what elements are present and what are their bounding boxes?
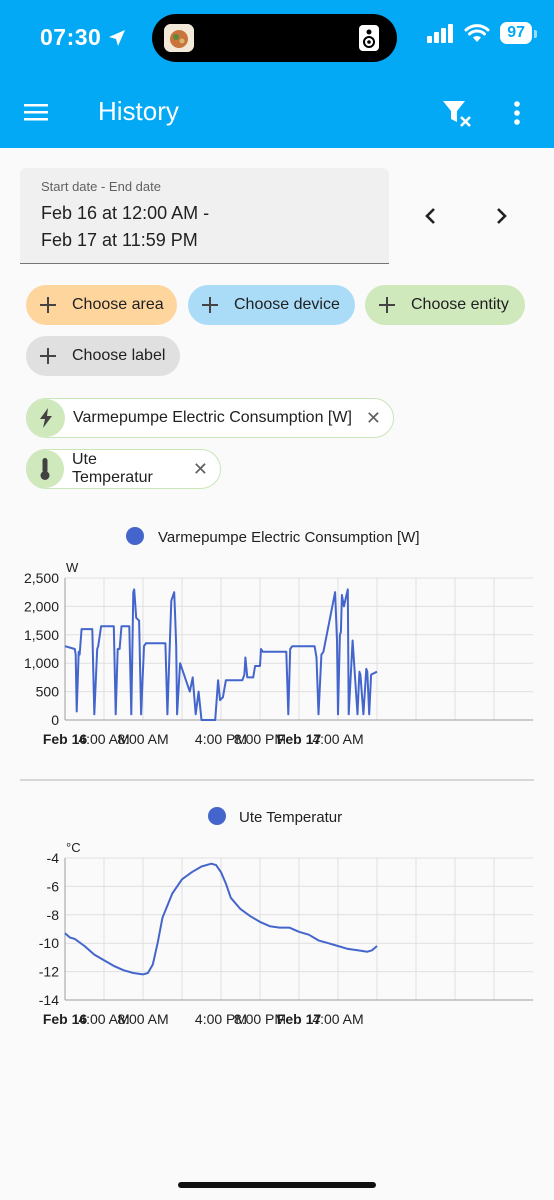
y-axis-unit: W (66, 560, 79, 575)
x-tick-label: Feb 17 (277, 731, 322, 747)
y-tick-label: 1,500 (24, 627, 59, 643)
series-line[interactable] (64, 588, 378, 721)
choose-device-label: Choose device (234, 296, 340, 313)
wifi-icon (464, 24, 490, 42)
choose-entity-label: Choose entity (411, 296, 509, 313)
x-tick-label: 4:00 AM (78, 1011, 129, 1027)
y-tick-label: -6 (47, 878, 60, 894)
date-range-label: Start date - End date (41, 179, 161, 194)
x-tick-label: Feb 16 (43, 731, 88, 747)
choose-label-label: Choose label (72, 347, 166, 364)
y-axis-unit: °C (66, 840, 81, 855)
previous-range-button[interactable] (410, 196, 450, 236)
chevron-left-icon (425, 208, 435, 224)
x-tick-label: 8:00 AM (117, 1011, 168, 1027)
thermometer-icon (27, 450, 64, 488)
battery-indicator: 97 (500, 22, 537, 44)
now-playing-app-icon (164, 24, 194, 52)
y-tick-label: -8 (47, 907, 60, 923)
home-indicator (178, 1182, 376, 1188)
x-tick-label: 4:00 PM (195, 1011, 247, 1027)
x-tick-label: 8:00 AM (117, 731, 168, 747)
legend-marker[interactable] (126, 527, 144, 545)
temperature-chart: Ute Temperatur °C -4 -6 -8 -10 -12 -14 Feb 16 4:0… (0, 800, 554, 1040)
status-bar: 07:30 97 (0, 0, 554, 76)
legend-label[interactable]: Ute Temperatur (239, 809, 342, 826)
x-tick-label: 8:00 PM (234, 1011, 286, 1027)
x-tick-label: 4:00 AM (312, 1011, 363, 1027)
next-range-button[interactable] (482, 196, 522, 236)
y-tick-label: -12 (39, 964, 59, 980)
location-arrow-icon (109, 29, 126, 46)
choose-label-chip[interactable]: Choose label (26, 336, 180, 376)
cellular-signal-icon (427, 24, 454, 43)
clock-label: 07:30 (40, 24, 102, 50)
selected-entity-name: Ute Temperatur (71, 451, 153, 486)
selected-entity-chip[interactable]: Ute Temperatur ✕ (26, 449, 221, 489)
selected-entity-name: Varmepumpe Electric Consumption [W] (73, 409, 352, 426)
y-tick-label: 1,000 (24, 655, 59, 671)
y-tick-label: -14 (39, 992, 59, 1008)
legend-marker[interactable] (208, 807, 226, 825)
x-tick-label: Feb 17 (277, 1011, 322, 1027)
choose-entity-chip[interactable]: Choose entity (365, 285, 525, 325)
choose-area-chip[interactable]: Choose area (26, 285, 177, 325)
power-chart-svg: Varmepumpe Electric Consumption [W] W 2,50… (24, 527, 533, 747)
y-tick-label: 500 (36, 684, 60, 700)
x-tick-label: Feb 16 (43, 1011, 88, 1027)
date-range-picker[interactable]: Start date - End date Feb 16 at 12:00 AM… (20, 168, 389, 264)
plus-icon (379, 297, 395, 313)
y-tick-label: 0 (51, 712, 59, 728)
choose-device-chip[interactable]: Choose device (188, 285, 355, 325)
x-tick-label: 4:00 PM (195, 731, 247, 747)
selected-entity-chip[interactable]: Varmepumpe Electric Consumption [W] ✕ (26, 398, 394, 438)
plus-icon (202, 297, 218, 313)
more-vert-icon[interactable] (505, 96, 529, 130)
chart-divider (20, 779, 534, 781)
x-tick-label: 8:00 PM (234, 731, 286, 747)
series-line[interactable] (64, 862, 378, 976)
app-bar: History (0, 76, 554, 148)
chevron-right-icon (497, 208, 507, 224)
status-time: 07:30 (40, 24, 127, 51)
clear-filter-icon[interactable] (440, 96, 474, 130)
power-chart: Varmepumpe Electric Consumption [W] W 2,50… (0, 520, 554, 760)
plus-icon (40, 297, 56, 313)
y-tick-label: 2,500 (24, 570, 59, 586)
status-indicators: 97 (426, 22, 537, 44)
lightning-icon (27, 399, 65, 437)
y-tick-label: -4 (47, 850, 60, 866)
x-tick-label: 4:00 AM (312, 731, 363, 747)
page-title: History (98, 96, 179, 126)
plus-icon (40, 348, 56, 364)
x-tick-label: 4:00 AM (78, 731, 129, 747)
menu-icon[interactable] (22, 98, 50, 126)
remove-entity-icon[interactable]: ✕ (365, 407, 381, 428)
legend-label[interactable]: Varmepumpe Electric Consumption [W] (158, 529, 419, 546)
y-tick-label: -10 (39, 935, 59, 951)
y-tick-label: 2,000 (24, 598, 59, 614)
remove-entity-icon[interactable]: ✕ (192, 458, 208, 479)
date-range-value: Feb 16 at 12:00 AM - Feb 17 at 11:59 PM (41, 203, 210, 250)
dynamic-island (152, 14, 397, 62)
speaker-icon (359, 25, 379, 51)
choose-area-label: Choose area (72, 296, 164, 313)
